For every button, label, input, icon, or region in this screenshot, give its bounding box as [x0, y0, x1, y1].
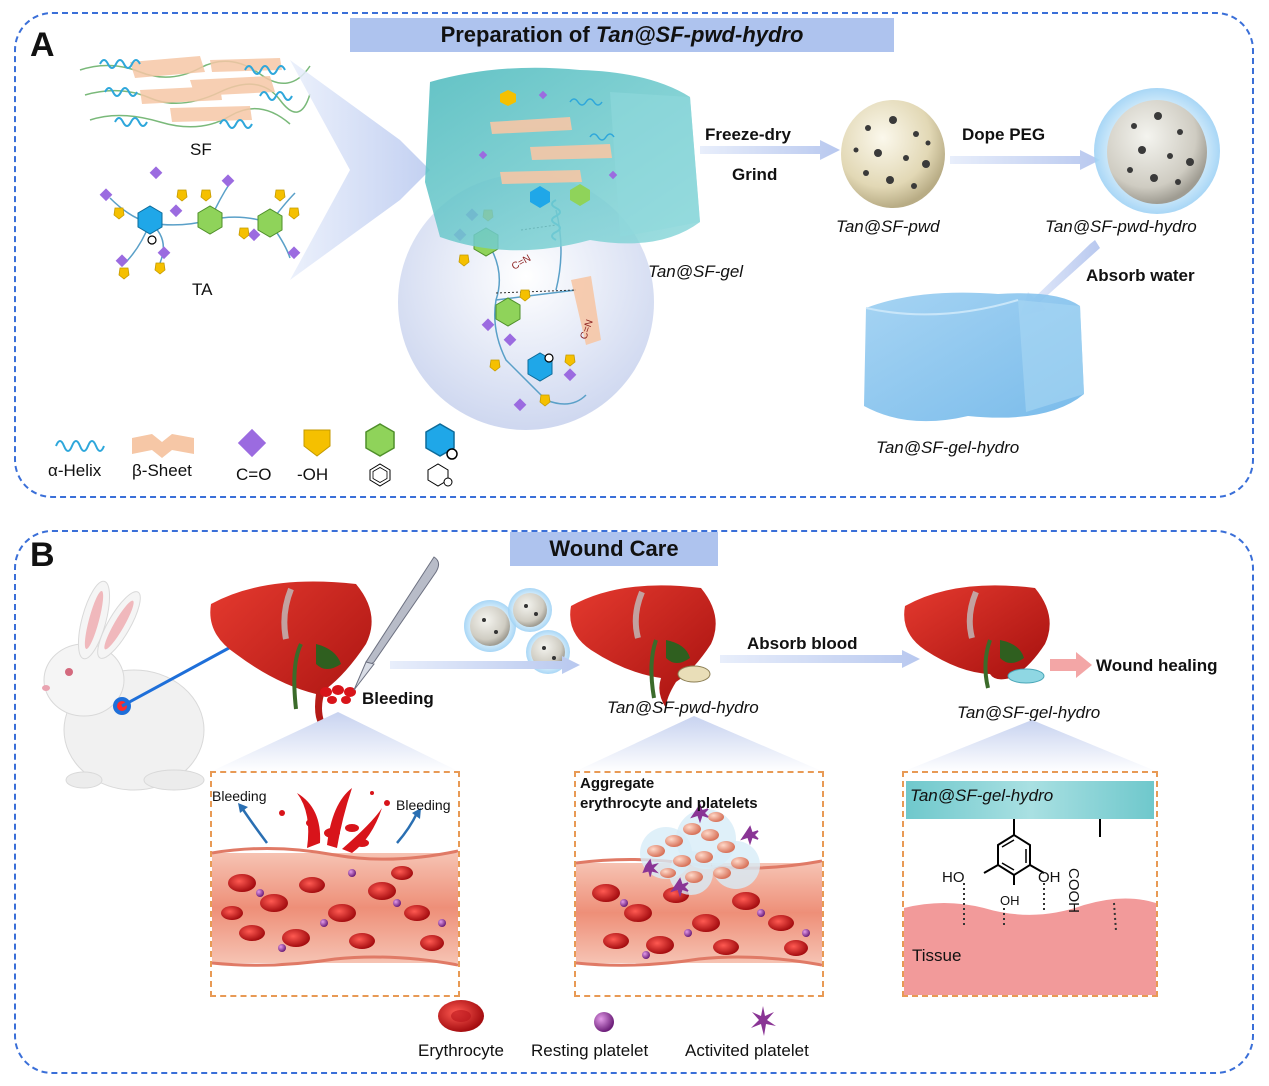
dope-peg-arrow: [950, 150, 1100, 170]
alpha-helix-icon: [55, 440, 105, 452]
legend-carbonyl-label: C=O: [236, 465, 272, 484]
tissue-label: Tissue: [912, 946, 962, 965]
wound-healing-label: Wound healing: [1096, 656, 1218, 675]
erythrocyte-icon: [438, 1000, 484, 1032]
absorb-water-label: Absorb water: [1086, 266, 1195, 285]
bleeding-right-label: Bleeding: [396, 797, 451, 813]
carbonyl-diamond-icon: [237, 428, 267, 458]
legend-activated-platelet-label: Activited platelet: [685, 1041, 809, 1060]
tan-sf-pwd-hydro-particle: [1094, 88, 1220, 214]
tan-sf-pwd-particle: [841, 100, 945, 208]
bleeding-vessel-illustration: [211, 788, 459, 967]
aggregation-vessel-illustration: [575, 803, 823, 967]
panel-a-title: Preparation of Tan@SF-pwd-hydro: [350, 18, 894, 52]
silk-fibroin-illustration: [79, 56, 311, 129]
tan-sf-gel-block: [425, 67, 700, 251]
dope-peg-label: Dope PEG: [962, 125, 1046, 144]
sf-label: SF: [190, 140, 212, 159]
panel-a-frame: [14, 12, 1254, 498]
tan-sf-pwd-label: Tan@SF-pwd: [836, 217, 940, 236]
legend-erythrocyte-label: Erythrocyte: [418, 1041, 504, 1060]
aggregation-zoom-box: [574, 771, 824, 997]
legend-alpha-helix-label: α-Helix: [48, 461, 102, 480]
legend-beta-sheet-label: β-Sheet: [132, 461, 192, 480]
panel-a-letter: A: [30, 26, 55, 64]
panel-a-title-italic: Tan@SF-pwd-hydro: [595, 22, 804, 47]
ho-left-label: HO: [942, 869, 965, 886]
absorb-blood-label: Absorb blood: [747, 634, 858, 653]
beta-sheet-icon: [132, 434, 194, 458]
tan-sf-gel-hydro-label-a: Tan@SF-gel-hydro: [876, 438, 1020, 457]
tan-sf-gel-label: Tan@SF-gel: [648, 262, 744, 281]
mixing-arrow: [290, 60, 430, 280]
panel-b-frame: [14, 530, 1254, 1074]
activated-platelet-icon: [751, 1006, 776, 1036]
rabbit-illustration: [42, 580, 205, 791]
gel-layer-label: Tan@SF-gel-hydro: [910, 786, 1054, 805]
freeze-dry-arrow: [700, 140, 840, 160]
bleeding-zoom-box: [210, 771, 460, 997]
aggregate-line1: Aggregate: [580, 775, 655, 792]
hydroxyl-pentagon-icon: [303, 429, 331, 457]
benzene-hexagon-icon: [365, 423, 395, 487]
freeze-dry-label: Freeze-dry: [705, 125, 791, 144]
oh-bottom-label: OH: [1000, 893, 1020, 908]
legend-hydroxyl-label: -OH: [297, 465, 329, 484]
absorb-blood-arrow: [720, 650, 920, 668]
zoom-cone-1: [210, 712, 460, 772]
zoom-cone-3: [902, 720, 1158, 772]
zoom-cone-2: [574, 716, 824, 772]
aggregate-line2: erythrocyte and platelets: [580, 795, 758, 812]
bleeding-label: Bleeding: [362, 689, 434, 708]
tannic-acid-molecule: [99, 166, 301, 280]
oh-right-label: OH: [1038, 869, 1061, 886]
panel-b-letter: B: [30, 536, 55, 574]
cyclohexane-hexagon-icon: [425, 423, 458, 487]
tan-sf-gel-hydro-label-b: Tan@SF-gel-hydro: [957, 703, 1101, 722]
tan-sf-pwd-hydro-label: Tan@SF-pwd-hydro: [1045, 217, 1197, 236]
grind-label: Grind: [732, 165, 778, 184]
cyclohexane-hexagon-icon: [137, 205, 163, 235]
panel-a-title-prefix: Preparation of: [440, 22, 596, 47]
liver-bleeding: [210, 581, 372, 734]
liver-with-gel: [904, 585, 1050, 689]
wound-healing-arrow: [1050, 652, 1092, 678]
adhesion-zoom-box: [902, 771, 1158, 997]
panel-b-title: Wound Care: [510, 532, 718, 566]
powder-cluster: [464, 588, 570, 674]
scalpel-icon: [353, 556, 440, 691]
adhesion-illustration: [904, 773, 1156, 995]
liver-with-powder: [570, 585, 716, 708]
legend-resting-platelet-label: Resting platelet: [531, 1041, 649, 1060]
cooh-label: COOH: [1065, 868, 1082, 913]
bleeding-left-label: Bleeding: [212, 788, 267, 804]
apply-powder-arrow: [390, 656, 580, 674]
rabbit-to-liver-line: [121, 640, 241, 708]
ta-label: TA: [192, 280, 213, 299]
tan-sf-pwd-hydro-label-b: Tan@SF-pwd-hydro: [607, 698, 759, 717]
resting-platelet-icon: [594, 1012, 614, 1032]
tan-sf-gel-hydro-block: [864, 292, 1084, 422]
